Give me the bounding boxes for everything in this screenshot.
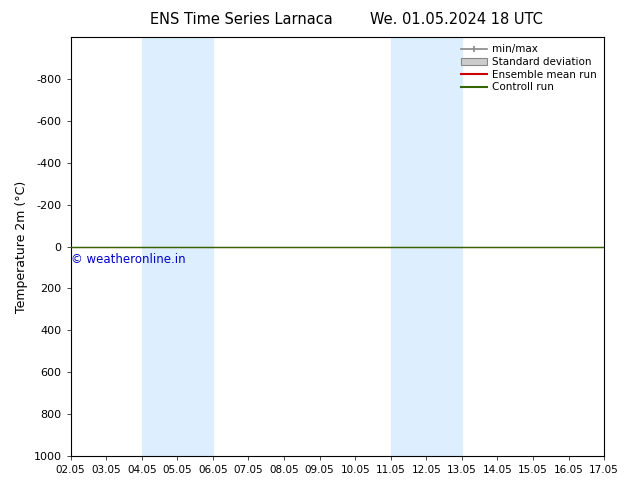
Text: ENS Time Series Larnaca: ENS Time Series Larnaca: [150, 12, 332, 27]
Legend: min/max, Standard deviation, Ensemble mean run, Controll run: min/max, Standard deviation, Ensemble me…: [459, 42, 599, 94]
Bar: [391, 37, 426, 456]
Text: © weatheronline.in: © weatheronline.in: [71, 253, 186, 266]
Bar: [142, 37, 178, 456]
Y-axis label: Temperature 2m (°C): Temperature 2m (°C): [15, 180, 28, 313]
Bar: [426, 37, 462, 456]
Text: We. 01.05.2024 18 UTC: We. 01.05.2024 18 UTC: [370, 12, 543, 27]
Bar: [178, 37, 213, 456]
